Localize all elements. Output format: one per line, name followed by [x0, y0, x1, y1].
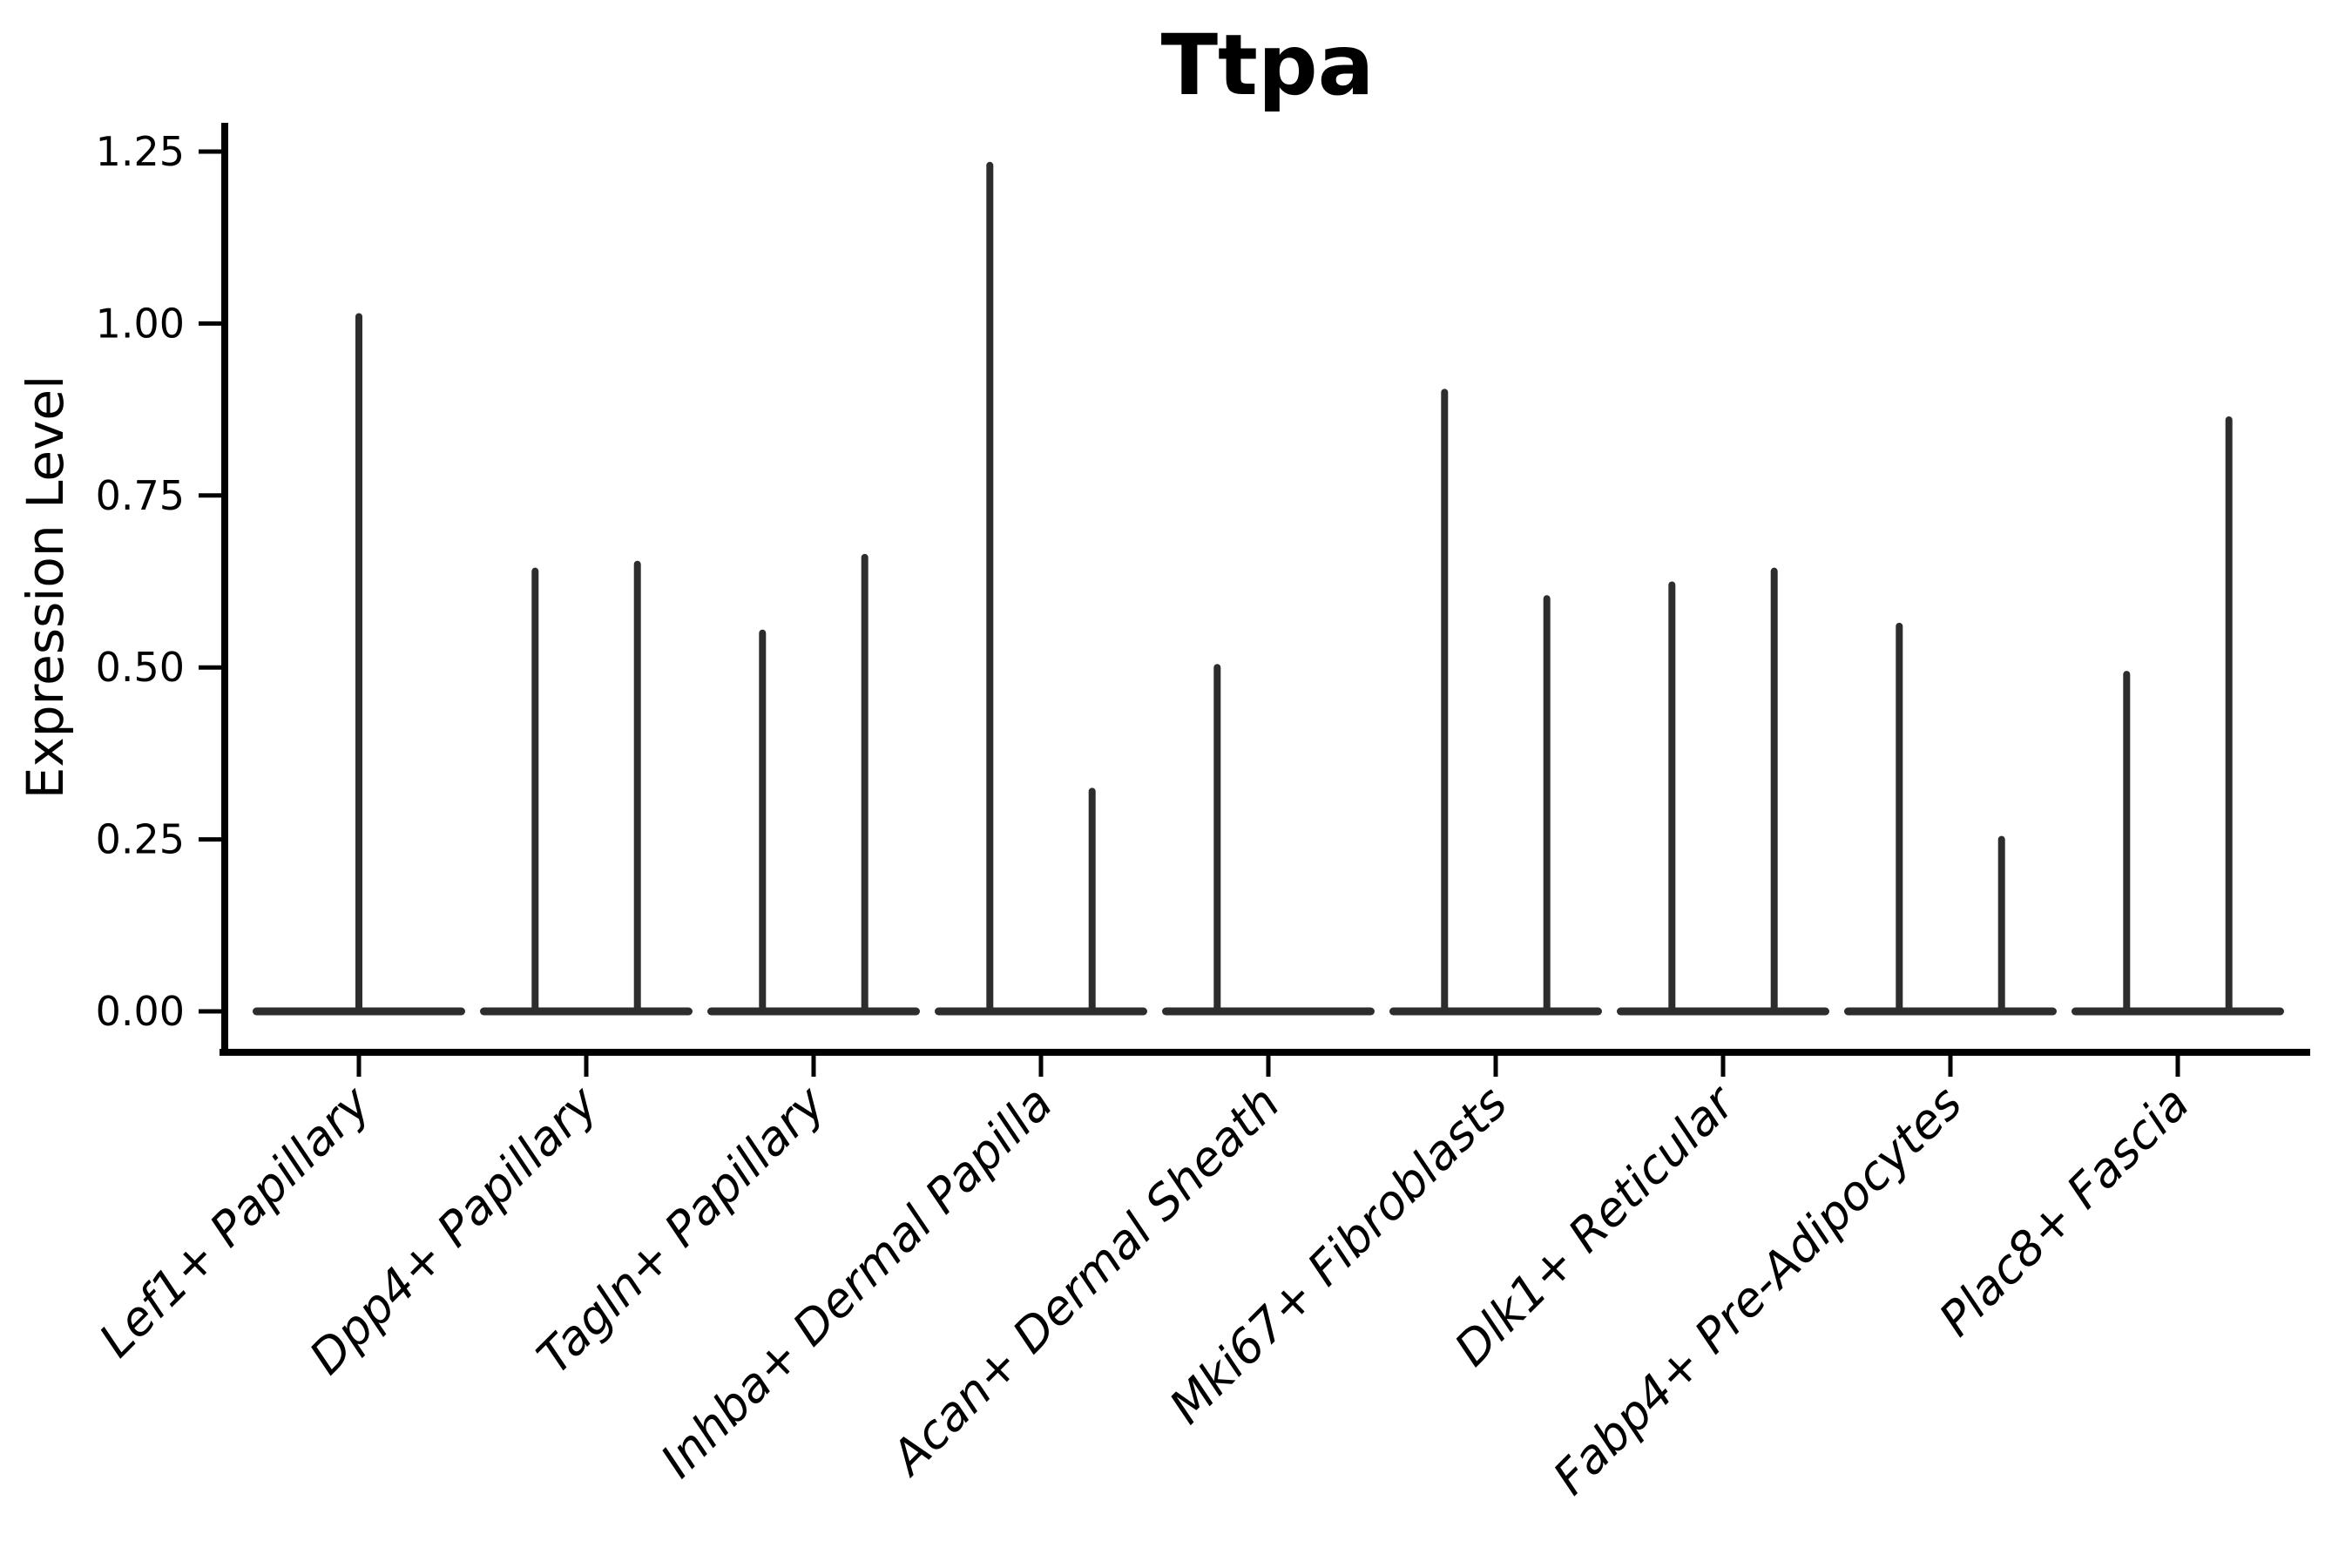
y-tick-label: 1.00: [96, 300, 185, 347]
y-tick-label: 0.75: [96, 472, 185, 519]
y-tick-label: 0.00: [96, 988, 185, 1035]
y-tick-label: 0.25: [96, 816, 185, 863]
y-axis-label: Expression Level: [16, 375, 75, 799]
y-tick-label: 0.50: [96, 644, 185, 691]
chart-title: Ttpa: [1161, 17, 1375, 114]
y-axis-ticks: 0.00 0.25 0.50 0.75 1.00 1.25: [96, 128, 225, 1035]
x-tick-label: Inhba+ Dermal Papilla: [650, 1076, 1063, 1489]
x-tick-label: Fabp4+ Pre-Adipocytes: [1543, 1076, 1972, 1505]
violins: [253, 161, 2284, 1016]
y-tick-label: 1.25: [96, 128, 185, 175]
x-tick-label: Acan+ Dermal Sheath: [879, 1076, 1290, 1487]
